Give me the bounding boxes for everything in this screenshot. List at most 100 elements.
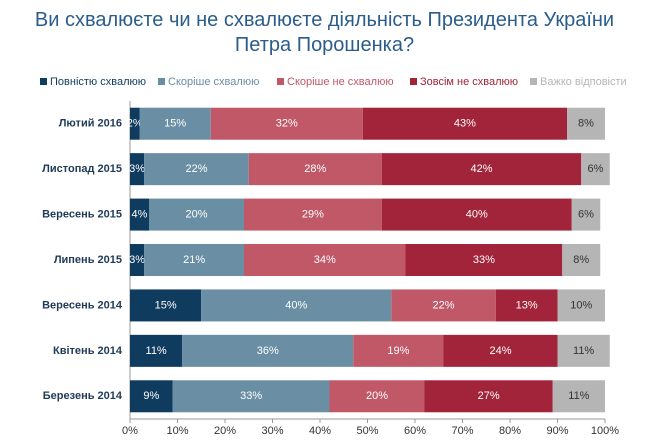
legend-label: Скоріше не схвалюю [287, 76, 394, 88]
x-tick-label: 50% [356, 425, 378, 437]
bar-segment [424, 380, 553, 413]
data-label: 40% [285, 299, 307, 311]
bar-segment [172, 380, 330, 413]
x-tick-label: 70% [451, 425, 473, 437]
bar-segment [244, 198, 382, 231]
y-tick-label: Лютий 2016 [59, 118, 122, 130]
data-label: 15% [155, 299, 177, 311]
y-tick-label: Квітень 2014 [53, 345, 123, 357]
data-label: 34% [314, 254, 336, 266]
bar-segment [381, 198, 572, 231]
data-label: 33% [473, 254, 495, 266]
legend-label: Зовсім не схвалюю [420, 76, 518, 88]
bar-segment [353, 334, 444, 367]
data-label: 11% [568, 390, 589, 402]
bar-segment [144, 244, 244, 276]
bar-segment [562, 244, 601, 276]
bar-segment [248, 153, 382, 186]
bar-segment [182, 334, 354, 367]
data-label: 8% [573, 254, 589, 266]
x-tick-label: 0% [122, 425, 138, 437]
data-label: 20% [366, 390, 388, 402]
y-tick-label: Липень 2015 [54, 254, 122, 266]
data-label: 11% [146, 345, 167, 357]
data-label: 6% [578, 208, 594, 220]
data-label: 22% [185, 163, 207, 175]
bar-segment [210, 107, 363, 140]
bar-segment [144, 153, 249, 186]
x-tick-label: 60% [404, 425, 426, 437]
bar-segment [405, 244, 563, 276]
legend-label: Скоріше схвалюю [168, 76, 259, 88]
legend-label: Повністю схвалюю [50, 76, 146, 88]
data-label: 33% [240, 390, 262, 402]
legend-swatch [410, 78, 417, 85]
bar-segment [130, 107, 140, 140]
data-label: 20% [185, 208, 207, 220]
data-label: 36% [257, 345, 279, 357]
legend-swatch [530, 78, 537, 85]
data-label: 15% [164, 118, 186, 130]
data-label: 40% [466, 208, 488, 220]
bar-segment [557, 289, 605, 322]
bar-segment [130, 244, 145, 276]
bar-segment [244, 244, 406, 276]
data-label: 42% [470, 163, 492, 175]
y-tick-label: Березень 2014 [43, 390, 123, 402]
data-label: 27% [478, 390, 500, 402]
x-tick-label: 10% [166, 425, 188, 437]
data-label: 2% [127, 118, 143, 130]
y-tick-label: Вересень 2014 [42, 299, 123, 311]
bar-segment [139, 107, 211, 140]
data-label: 3% [129, 163, 145, 175]
data-label: 3% [129, 254, 145, 266]
data-label: 21% [183, 254, 205, 266]
data-label: 24% [489, 345, 511, 357]
bar-segment [552, 380, 605, 413]
x-tick-label: 90% [546, 425, 568, 437]
legend-swatch [277, 78, 284, 85]
data-label: 11% [573, 345, 594, 357]
bar-segment [329, 380, 425, 413]
legend-label: Важко відповісти [540, 76, 627, 88]
data-label: 10% [570, 299, 592, 311]
data-label: 8% [578, 118, 594, 130]
data-label: 13% [516, 299, 538, 311]
chart-title: Ви схвалюєте чи не схвалюєте діяльність … [34, 9, 615, 56]
data-label: 6% [588, 163, 604, 175]
bar-segment [567, 107, 605, 140]
data-label: 43% [454, 118, 476, 130]
bar-segment [130, 198, 149, 231]
bar-segment [130, 334, 183, 367]
legend-swatch [40, 78, 47, 85]
bar-segment [130, 380, 173, 413]
data-label: 28% [304, 163, 326, 175]
data-label: 22% [432, 299, 454, 311]
data-label: 9% [143, 390, 159, 402]
bar-segment [130, 289, 202, 322]
bar-segment [391, 289, 496, 322]
bar-segment [201, 289, 392, 322]
x-tick-label: 80% [499, 425, 521, 437]
data-label: 4% [132, 208, 148, 220]
x-tick-label: 40% [309, 425, 331, 437]
x-tick-label: 100% [591, 425, 619, 437]
y-tick-label: Вересень 2015 [42, 208, 122, 220]
bar-segment [443, 334, 558, 367]
bar-segment [130, 153, 145, 186]
data-label: 19% [387, 345, 409, 357]
bar-segment [581, 153, 610, 186]
y-tick-label: Листопад 2015 [42, 163, 122, 175]
legend-swatch [158, 78, 165, 85]
data-label: 32% [276, 118, 298, 130]
data-label: 29% [302, 208, 324, 220]
bar-segment [557, 334, 610, 367]
bar-segment [381, 153, 582, 186]
x-tick-label: 20% [214, 425, 236, 437]
bar-segment [495, 289, 558, 322]
bar-segment [149, 198, 244, 231]
bar-segment [571, 198, 601, 231]
x-tick-label: 30% [261, 425, 283, 437]
